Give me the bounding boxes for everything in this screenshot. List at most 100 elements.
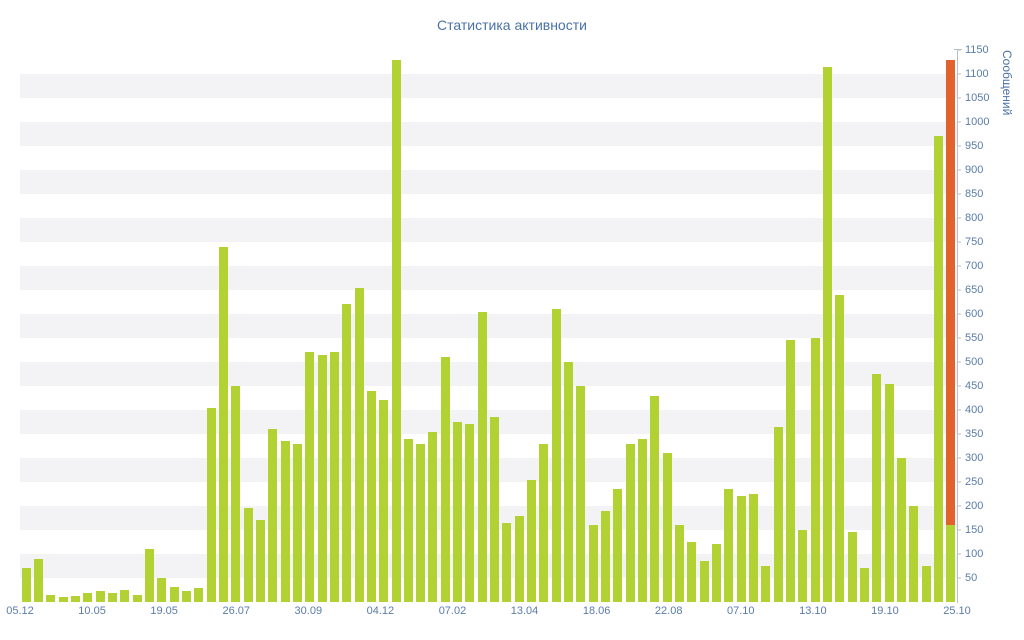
bar[interactable] — [551, 309, 561, 602]
x-tick-label: 25.10 — [943, 605, 971, 617]
bar[interactable] — [835, 294, 845, 602]
bar[interactable] — [21, 568, 31, 602]
bar[interactable] — [440, 357, 450, 602]
bar[interactable] — [638, 438, 648, 602]
bar[interactable] — [465, 424, 475, 602]
bar[interactable] — [194, 587, 204, 602]
bar[interactable] — [181, 591, 191, 602]
bar[interactable] — [107, 593, 117, 602]
bar[interactable] — [872, 374, 882, 602]
bar-slot — [488, 50, 500, 602]
bar[interactable] — [933, 136, 943, 602]
bar[interactable] — [490, 417, 500, 602]
bar-slot — [464, 50, 476, 602]
bar[interactable] — [896, 458, 906, 602]
bar[interactable] — [601, 510, 611, 602]
bar[interactable] — [231, 386, 241, 602]
bar[interactable] — [588, 525, 598, 602]
bar-slot — [279, 50, 291, 602]
bar[interactable] — [268, 429, 278, 602]
bar-highlighted[interactable] — [946, 59, 956, 602]
bar[interactable] — [403, 438, 413, 602]
bar[interactable] — [416, 443, 426, 602]
bar-slot — [858, 50, 870, 602]
bar[interactable] — [46, 594, 56, 602]
bar[interactable] — [477, 311, 487, 602]
bar-slot — [402, 50, 414, 602]
bar[interactable] — [662, 453, 672, 602]
y-tick-mark — [957, 241, 961, 243]
y-tick-label: 950 — [965, 140, 984, 152]
x-tick-label: 19.10 — [871, 605, 899, 617]
bar[interactable] — [847, 532, 857, 602]
bar[interactable] — [120, 590, 130, 602]
bar-slot — [895, 50, 907, 602]
bar-slot — [932, 50, 944, 602]
bar[interactable] — [527, 479, 537, 602]
bar-slot — [341, 50, 353, 602]
bar[interactable] — [699, 561, 709, 602]
bar-slot — [439, 50, 451, 602]
bar[interactable] — [379, 400, 389, 602]
bar[interactable] — [539, 443, 549, 602]
bar[interactable] — [564, 362, 574, 602]
bar[interactable] — [354, 287, 364, 602]
bar[interactable] — [749, 494, 759, 602]
bar[interactable] — [292, 443, 302, 602]
bar[interactable] — [132, 594, 142, 602]
y-tick-mark — [957, 337, 961, 339]
bar[interactable] — [33, 558, 43, 602]
bar-slot — [57, 50, 69, 602]
bar[interactable] — [206, 407, 216, 602]
bar[interactable] — [798, 530, 808, 602]
bar[interactable] — [761, 566, 771, 602]
y-axis-title: Сообщений — [1000, 50, 1014, 116]
bar[interactable] — [650, 395, 660, 602]
bar[interactable] — [613, 489, 623, 602]
bar-slot — [390, 50, 402, 602]
bar[interactable] — [342, 304, 352, 602]
bar[interactable] — [157, 578, 167, 602]
bar[interactable] — [305, 352, 315, 602]
bar[interactable] — [243, 508, 253, 602]
x-tick-label: 07.02 — [438, 605, 467, 617]
bar-slot — [636, 50, 648, 602]
bar[interactable] — [453, 422, 463, 602]
bar[interactable] — [514, 515, 524, 602]
bar[interactable] — [724, 489, 734, 602]
bar[interactable] — [909, 506, 919, 602]
bar[interactable] — [218, 246, 228, 602]
bar[interactable] — [83, 593, 93, 602]
bar[interactable] — [428, 431, 438, 602]
bar[interactable] — [810, 338, 820, 602]
bar[interactable] — [95, 591, 105, 602]
bar[interactable] — [822, 66, 832, 602]
bar[interactable] — [329, 352, 339, 602]
bar[interactable] — [280, 441, 290, 602]
bar-slot — [575, 50, 587, 602]
bar[interactable] — [859, 568, 869, 602]
bar[interactable] — [773, 426, 783, 602]
bar[interactable] — [675, 525, 685, 602]
bar-slot — [328, 50, 340, 602]
x-tick-label: 19.05 — [150, 605, 178, 617]
bar[interactable] — [884, 383, 894, 602]
bar[interactable] — [58, 597, 68, 602]
bar[interactable] — [144, 549, 154, 602]
bar[interactable] — [391, 59, 401, 602]
bar[interactable] — [576, 386, 586, 602]
bar[interactable] — [317, 354, 327, 602]
bar[interactable] — [687, 542, 697, 602]
bar[interactable] — [169, 586, 179, 602]
bar[interactable] — [502, 522, 512, 602]
bar[interactable] — [736, 496, 746, 602]
bar[interactable] — [70, 596, 80, 602]
bar[interactable] — [786, 340, 795, 602]
bar[interactable] — [255, 520, 265, 602]
bar[interactable] — [366, 390, 376, 602]
y-tick-label: 850 — [965, 188, 984, 200]
bar[interactable] — [625, 443, 635, 602]
bar[interactable] — [921, 566, 931, 602]
bar[interactable] — [712, 544, 722, 602]
